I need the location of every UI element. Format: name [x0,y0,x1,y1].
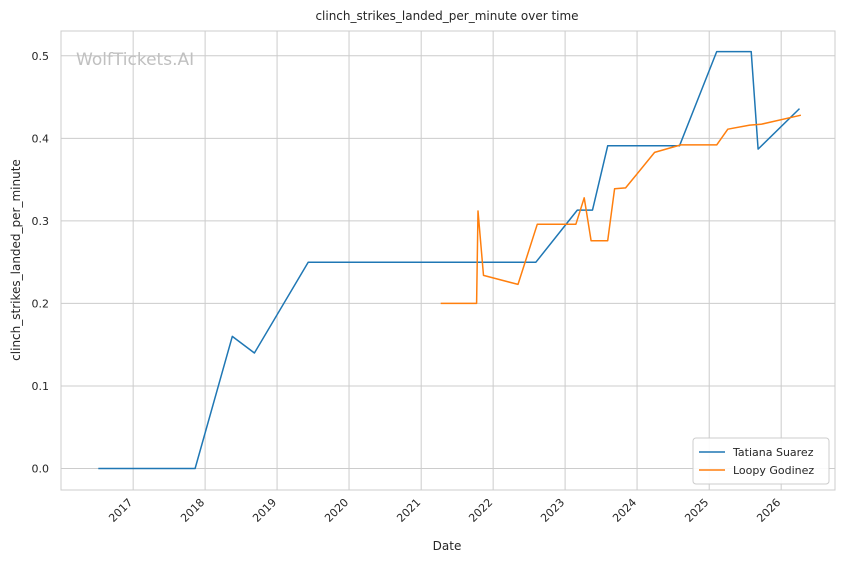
x-tick-label: 2024 [610,496,639,525]
legend-label-2: Loopy Godinez [733,464,814,477]
y-tick-label: 0.2 [32,297,50,310]
y-tick-label: 0.4 [32,132,50,145]
x-tick-label: 2017 [106,496,135,525]
legend-box [692,437,830,485]
x-tick-label: 2023 [538,496,567,525]
y-tick-label: 0.5 [32,50,50,63]
x-tick-label: 2025 [682,496,711,525]
series-layer [98,50,802,470]
y-axis-label: clinch_strikes_landed_per_minute [9,159,23,361]
y-tick-label: 0.0 [32,463,50,476]
x-tick-label: 2022 [466,496,495,525]
series-line-2 [440,114,802,305]
legend-label-1: Tatiana Suarez [732,446,814,459]
legend: Tatiana Suarez Loopy Godinez [692,437,830,485]
x-tick-label: 2021 [394,496,423,525]
y-tick-label: 0.3 [32,215,50,228]
y-axis-ticks: 0.0 0.1 0.2 0.3 0.4 0.5 [32,50,50,476]
y-tick-label: 0.1 [32,380,50,393]
x-tick-label: 2026 [754,496,783,525]
x-tick-label: 2020 [322,496,351,525]
series-line-1 [98,50,801,470]
grid [61,31,835,490]
x-axis-ticks: 2017 2018 2019 2020 2021 2022 2023 2024 2025 2026 [106,496,783,525]
watermark: WolfTickets.AI [76,50,194,70]
x-tick-label: 2019 [250,496,279,525]
x-axis-label: Date [433,539,462,553]
plot-frame [60,30,836,491]
chart-title: clinch_strikes_landed_per_minute over ti… [315,9,578,23]
x-tick-label: 2018 [178,496,207,525]
